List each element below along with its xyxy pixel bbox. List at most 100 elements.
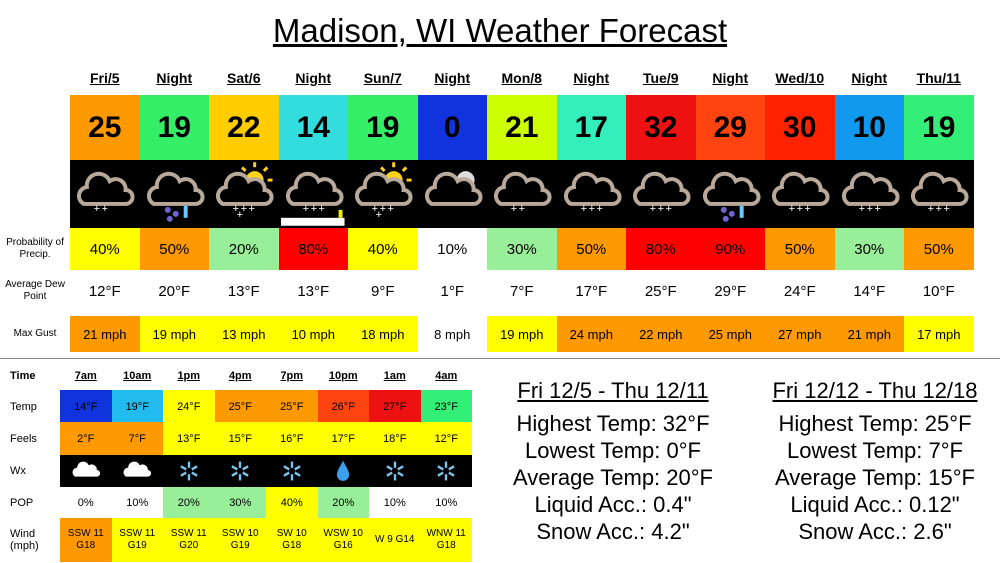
svg-text:+: + [858, 203, 864, 215]
weather-icon [180, 461, 198, 481]
icon-cell: + + + [904, 160, 974, 228]
weather-icon: + + + [280, 171, 345, 226]
column-header: Night [295, 70, 332, 86]
svg-text:+: + [102, 203, 108, 215]
weather-icon: + + + [563, 171, 622, 215]
temp-cell: 29 [695, 95, 765, 160]
data-cell: 80% [626, 228, 696, 270]
separator [0, 358, 1000, 359]
svg-text:+: + [376, 209, 382, 221]
column-header: Night [851, 70, 888, 86]
data-cell: 7°F [487, 270, 557, 312]
icon-cell: + + + [765, 160, 835, 228]
svg-text:+: + [805, 203, 811, 215]
data-cell: WNW 11 G18 [420, 518, 472, 562]
row-label: Max Gust [13, 328, 57, 339]
data-cell: 21 mph [70, 316, 140, 352]
weather-icon [231, 461, 249, 481]
svg-text:+: + [241, 203, 247, 215]
row-label: Temp [10, 400, 37, 413]
weather-icon: + + ++ [215, 162, 274, 221]
data-cell: 50% [765, 228, 835, 270]
data-cell: SSW 11 G20 [163, 518, 215, 562]
svg-text:+: + [944, 203, 950, 215]
svg-text:+: + [866, 203, 872, 215]
icon-cell: + + + [834, 160, 904, 228]
weather-icon: + + + [841, 171, 900, 215]
time-header: 1pm [177, 370, 201, 382]
data-cell: 24 mph [556, 316, 626, 352]
summary-line: Highest Temp: 25°F [778, 410, 972, 436]
icon-cell: + + [487, 160, 557, 228]
data-cell: 80% [278, 228, 348, 270]
column-header: Thu/11 [916, 70, 961, 86]
column-header: Night [712, 70, 749, 86]
svg-text:+: + [94, 203, 100, 215]
weather-icon: + + + [910, 171, 969, 215]
data-cell: 21 mph [834, 316, 904, 352]
summary-line: Lowest Temp: 0°F [525, 437, 701, 463]
temp-cell: 17 [556, 95, 626, 160]
data-cell: 25 mph [695, 316, 765, 352]
column-header: Sun/7 [363, 70, 402, 86]
weather-icon [146, 171, 205, 222]
data-cell: 22 mph [626, 316, 696, 352]
data-cell: 40% [348, 228, 418, 270]
icon-cell [214, 455, 266, 487]
data-cell: 10% [417, 228, 487, 270]
icon-cell [417, 160, 487, 228]
data-cell: 19°F [111, 390, 163, 423]
data-cell: 24°F [765, 270, 835, 312]
icon-cell: + + + [626, 160, 696, 228]
icon-cell [369, 455, 421, 487]
svg-text:+: + [511, 203, 517, 215]
data-cell: 24°F [163, 390, 215, 423]
data-cell: 12°F [70, 270, 140, 312]
icon-cell: + + [70, 160, 140, 228]
data-cell: 0% [60, 487, 112, 518]
svg-text:+: + [249, 203, 255, 215]
svg-text:+: + [666, 203, 672, 215]
data-cell: 10% [369, 487, 421, 518]
weather-icon: + + [493, 171, 552, 215]
svg-text:+: + [580, 203, 586, 215]
data-cell: 10% [420, 487, 472, 518]
temp-cell: 19 [348, 95, 418, 160]
column-header: Night [434, 70, 471, 86]
weather-icon: + + ++ [354, 162, 413, 221]
data-cell: 18°F [369, 422, 421, 455]
icon-cell [139, 160, 209, 228]
data-cell: 25°F [266, 390, 318, 423]
summary-line: Average Temp: 15°F [775, 464, 975, 490]
data-cell: 50% [139, 228, 209, 270]
column-header: Wed/10 [775, 70, 825, 86]
data-cell: 19 mph [487, 316, 557, 352]
data-cell: 9°F [348, 270, 418, 312]
data-cell: SSW 11 G19 [111, 518, 163, 562]
icon-cell: + + + + [209, 160, 279, 228]
temp-cell: 22 [209, 95, 279, 160]
data-cell: 10 mph [278, 316, 348, 352]
data-cell: 27 mph [765, 316, 835, 352]
icon-cell [420, 455, 472, 487]
icon-cell: + + + [278, 160, 348, 228]
data-cell: 13°F [209, 270, 279, 312]
time-header: 4pm [228, 370, 252, 382]
data-cell: 18 mph [348, 316, 418, 352]
summary-line: Liquid Acc.: 0.12" [790, 492, 960, 518]
data-cell: 13 mph [209, 316, 279, 352]
row-label: Average Dew Point [5, 279, 65, 302]
data-cell: 30% [214, 487, 266, 518]
svg-text:+: + [936, 203, 942, 215]
svg-text:+: + [797, 203, 803, 215]
summary-line: Liquid Acc.: 0.4" [534, 492, 692, 518]
time-header: 1am [383, 370, 406, 382]
svg-text:+: + [789, 203, 795, 215]
svg-text:+: + [380, 203, 386, 215]
data-cell: 30% [834, 228, 904, 270]
summary-line: Snow Acc.: 2.6" [798, 519, 952, 545]
icon-cell [163, 455, 215, 487]
data-cell: W 9 G14 [369, 518, 421, 562]
svg-text:+: + [310, 203, 316, 215]
row-label: Feels [10, 432, 37, 445]
